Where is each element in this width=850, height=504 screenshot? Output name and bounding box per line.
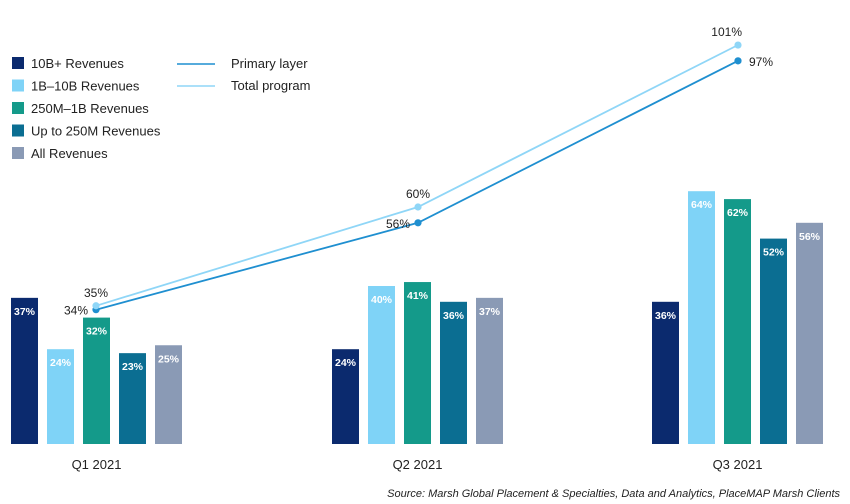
legend-label: All Revenues <box>31 146 108 161</box>
category-label: Q2 2021 <box>393 457 443 472</box>
legend-swatch <box>12 57 24 69</box>
bar <box>404 282 431 444</box>
bar <box>476 297 503 444</box>
bar-value-label: 37% <box>14 306 36 318</box>
legend-swatch <box>12 79 24 92</box>
bar <box>332 349 359 444</box>
bar-value-label: 41% <box>407 290 429 302</box>
line-point <box>92 302 100 310</box>
bar <box>155 345 182 444</box>
legend-swatch <box>12 147 24 159</box>
line-value-label: 101% <box>711 25 742 39</box>
line-point <box>414 219 422 227</box>
bar-value-label: 24% <box>335 357 357 369</box>
line-point <box>734 41 742 49</box>
category-label: Q1 2021 <box>72 457 122 472</box>
category-labels: Q1 2021 Q2 2021 Q3 2021 <box>72 457 763 472</box>
line-value-label: 60% <box>406 187 430 201</box>
line-value-label: 97% <box>749 55 773 69</box>
bar-value-label: 40% <box>371 294 393 306</box>
legend-label: Total program <box>231 78 310 93</box>
legend-label: 10B+ Revenues <box>31 56 124 71</box>
legend-swatch <box>12 124 24 137</box>
legend-label: 1B–10B Revenues <box>31 79 140 94</box>
bar <box>83 317 110 444</box>
category-label: Q3 2021 <box>713 457 763 472</box>
bar <box>652 301 679 444</box>
line-value-label: 56% <box>386 217 410 231</box>
bars-group: 37% 24% 32% 23% 25% 24% 40% 41% 36% 37% 36% 64% 62% 5… <box>11 191 823 444</box>
series-line <box>95 44 739 307</box>
bar-value-label: 36% <box>443 310 465 322</box>
bar-value-label: 56% <box>799 231 821 243</box>
bar <box>760 238 787 444</box>
bar-value-label: 25% <box>158 353 180 365</box>
bar-value-label: 36% <box>655 310 677 322</box>
legend-label: Up to 250M Revenues <box>31 124 161 139</box>
line-value-label: 34% <box>64 304 88 318</box>
source-note: Source: Marsh Global Placement & Special… <box>387 488 840 500</box>
bar-value-label: 52% <box>763 247 785 259</box>
bar <box>688 191 715 444</box>
series-line <box>95 59 739 311</box>
line-value-label: 35% <box>84 286 108 300</box>
line-point <box>414 203 422 211</box>
bar <box>796 222 823 444</box>
legend-label: 250M–1B Revenues <box>31 101 149 116</box>
bar-value-label: 23% <box>122 361 144 373</box>
legend-swatch <box>12 102 24 114</box>
bar <box>724 199 751 444</box>
legend-label: Primary layer <box>231 56 308 71</box>
bar-value-label: 37% <box>479 306 501 318</box>
bar <box>368 286 395 444</box>
bar-value-label: 24% <box>50 357 72 369</box>
bar <box>119 353 146 444</box>
bar-value-label: 64% <box>691 199 713 211</box>
bar <box>440 301 467 444</box>
bar <box>47 349 74 444</box>
bar-value-label: 62% <box>727 207 749 219</box>
lines-group: 34% 56% 97% 35% 60% 101% <box>64 25 773 318</box>
legend: 10B+ Revenues 1B–10B Revenues 250M–1B Reve… <box>12 56 310 161</box>
bar <box>11 297 38 444</box>
line-point <box>734 57 742 65</box>
bar-value-label: 32% <box>86 326 108 338</box>
